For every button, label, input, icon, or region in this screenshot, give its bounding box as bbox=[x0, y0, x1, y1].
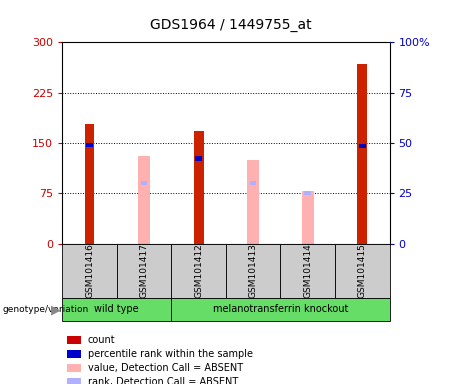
FancyBboxPatch shape bbox=[62, 244, 117, 298]
Bar bbox=[304, 192, 311, 195]
Text: GSM101412: GSM101412 bbox=[194, 243, 203, 298]
FancyBboxPatch shape bbox=[171, 244, 226, 298]
FancyBboxPatch shape bbox=[335, 244, 390, 298]
FancyBboxPatch shape bbox=[226, 244, 280, 298]
FancyBboxPatch shape bbox=[117, 244, 171, 298]
Bar bbox=[357, 64, 367, 244]
Bar bbox=[195, 157, 202, 161]
Text: GSM101416: GSM101416 bbox=[85, 243, 94, 298]
Bar bbox=[85, 124, 95, 244]
Bar bbox=[359, 144, 366, 149]
Text: GSM101413: GSM101413 bbox=[248, 243, 258, 298]
Bar bbox=[141, 181, 148, 185]
Bar bbox=[86, 143, 93, 147]
Text: percentile rank within the sample: percentile rank within the sample bbox=[88, 349, 253, 359]
Text: GSM101417: GSM101417 bbox=[140, 243, 148, 298]
Text: GDS1964 / 1449755_at: GDS1964 / 1449755_at bbox=[150, 18, 311, 32]
Text: GSM101415: GSM101415 bbox=[358, 243, 367, 298]
Text: melanotransferrin knockout: melanotransferrin knockout bbox=[213, 304, 348, 314]
Text: ▶: ▶ bbox=[52, 303, 61, 316]
Text: value, Detection Call = ABSENT: value, Detection Call = ABSENT bbox=[88, 363, 242, 373]
Bar bbox=[247, 160, 259, 244]
Text: count: count bbox=[88, 335, 115, 345]
FancyBboxPatch shape bbox=[280, 244, 335, 298]
Bar bbox=[195, 158, 202, 162]
FancyBboxPatch shape bbox=[62, 298, 171, 321]
Text: rank, Detection Call = ABSENT: rank, Detection Call = ABSENT bbox=[88, 377, 238, 384]
Text: genotype/variation: genotype/variation bbox=[2, 305, 89, 314]
Bar bbox=[250, 181, 256, 185]
Bar bbox=[194, 131, 203, 244]
Bar bbox=[301, 192, 314, 244]
Text: wild type: wild type bbox=[95, 304, 139, 314]
FancyBboxPatch shape bbox=[171, 298, 390, 321]
Bar bbox=[138, 157, 150, 244]
Text: GSM101414: GSM101414 bbox=[303, 243, 312, 298]
